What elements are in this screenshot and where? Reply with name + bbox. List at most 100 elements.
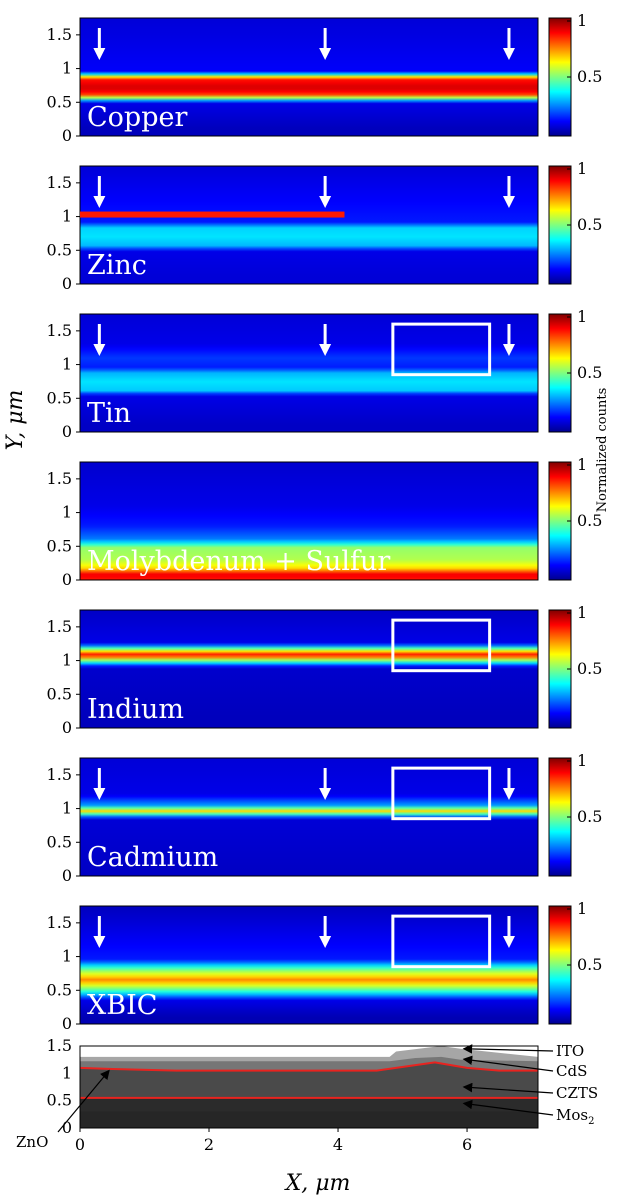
interface-line <box>79 1061 538 1072</box>
callout-arrow-zno <box>57 1069 110 1133</box>
colorbar-label-text: Normalized counts <box>595 388 610 513</box>
layer-frame-border <box>79 1045 539 1129</box>
y-tick-label: 0 <box>62 866 72 885</box>
y-tick-label: 1 <box>62 355 72 374</box>
callout-arrow <box>462 1044 554 1054</box>
map-panel-cadmium: 0 0.5 1 1.5 Cadmium 1 0.5 <box>47 751 603 885</box>
y-tick-label: 0 <box>62 1014 72 1033</box>
map-panel-zinc: 0 0.5 1 1.5 Zinc 1 0.5 <box>47 159 603 293</box>
down-arrow-icon <box>502 324 515 356</box>
layer-y-tick-label: 1 <box>62 1063 72 1082</box>
colorbar-label: Normalized counts <box>595 388 610 513</box>
region-box <box>391 914 492 969</box>
x-tick-label: 0 <box>75 1135 85 1154</box>
down-arrow-icon <box>502 28 515 60</box>
layer-diagram: 0 0.5 1 1.5 0 2 4 6 ITO CdS CZTS Mos2 ZnO <box>16 1036 598 1154</box>
region-box <box>391 618 492 673</box>
panels: 0 0.5 1 1.5 Copper 1 0.5 0 0.5 1 1.5 Zinc 1 0.5 0 0.5 1 1… <box>47 11 603 1033</box>
heatmap <box>79 461 539 581</box>
map-panel-xbic: 0 0.5 1 1.5 XBIC 1 0.5 <box>47 899 603 1033</box>
heatmap <box>79 313 539 433</box>
y-tick-label: 1.5 <box>47 173 72 192</box>
panel-label: Indium <box>87 694 184 725</box>
down-arrow-icon <box>319 916 332 948</box>
y-tick-label: 0.5 <box>47 388 72 407</box>
colorbar-tick-label: 0.5 <box>577 511 602 530</box>
heatmap <box>79 609 539 729</box>
down-arrow-icon <box>93 916 106 948</box>
region-box <box>391 322 492 377</box>
colorbar-tick-label: 0.5 <box>577 215 602 234</box>
y-tick-label: 0.5 <box>47 536 72 555</box>
down-arrow-icon <box>319 176 332 208</box>
x-tick-label: 2 <box>204 1135 214 1154</box>
y-tick-label: 1.5 <box>47 913 72 932</box>
layer-label-czts: CZTS <box>556 1084 598 1102</box>
down-arrow-icon <box>502 768 515 800</box>
down-arrow-icon <box>319 768 332 800</box>
y-tick-label: 0.5 <box>47 92 72 111</box>
y-tick-label: 1 <box>62 503 72 522</box>
y-tick-label: 0 <box>62 274 72 293</box>
panel-label: Copper <box>87 102 187 133</box>
y-tick-label: 1.5 <box>47 321 72 340</box>
y-tick-label: 1.5 <box>47 617 72 636</box>
y-tick-label: 1 <box>62 59 72 78</box>
panel-label: Cadmium <box>87 842 218 873</box>
heatmap <box>79 17 539 137</box>
y-tick-label: 0.5 <box>47 980 72 999</box>
down-arrow-icon <box>502 176 515 208</box>
y-tick-label: 1 <box>62 947 72 966</box>
x-tick-label: 4 <box>333 1135 343 1154</box>
down-arrow-icon <box>93 176 106 208</box>
y-tick-label: 1.5 <box>47 25 72 44</box>
heatmap <box>79 905 539 1025</box>
down-arrow-icon <box>93 28 106 60</box>
layer-zno <box>80 1111 538 1128</box>
panel-label: Tin <box>87 398 131 429</box>
callout-arrow <box>462 1082 554 1094</box>
layer-y-tick-label: 1.5 <box>47 1036 72 1055</box>
colorbar-tick-label: 1 <box>577 455 587 474</box>
colorbar-tick-label: 1 <box>577 603 587 622</box>
layer-label-zno: ZnO <box>16 1133 48 1151</box>
callout-arrow <box>462 1099 554 1116</box>
heatmap <box>79 165 539 285</box>
colorbar-tick-label: 0.5 <box>577 955 602 974</box>
y-tick-label: 0 <box>62 126 72 145</box>
colorbar-tick-label: 0.5 <box>577 659 602 678</box>
colorbar-tick-label: 0.5 <box>577 807 602 826</box>
y-tick-label: 0.5 <box>47 832 72 851</box>
y-tick-label: 1 <box>62 651 72 670</box>
down-arrow-icon <box>319 324 332 356</box>
heatmap <box>79 757 539 877</box>
y-tick-label: 0.5 <box>47 240 72 259</box>
x-axis-label: X, μm <box>284 1171 351 1196</box>
y-axis-label-text: Y, μm <box>3 390 28 451</box>
map-panel-tin: 0 0.5 1 1.5 Tin 1 0.5 <box>47 307 603 441</box>
map-panel-copper: 0 0.5 1 1.5 Copper 1 0.5 <box>47 11 603 145</box>
map-panel-indium: 0 0.5 1 1.5 Indium 1 0.5 <box>47 603 603 737</box>
y-tick-label: 1.5 <box>47 765 72 784</box>
y-tick-label: 0 <box>62 718 72 737</box>
down-arrow-icon <box>319 28 332 60</box>
panel-label: XBIC <box>87 990 157 1021</box>
layer-label-ito: ITO <box>556 1042 584 1060</box>
y-tick-label: 0.5 <box>47 684 72 703</box>
y-tick-label: 0 <box>62 422 72 441</box>
region-box <box>391 766 492 821</box>
colorbar-tick-label: 1 <box>577 11 587 30</box>
y-tick-label: 1 <box>62 207 72 226</box>
callout-arrow <box>462 1055 554 1072</box>
colorbar-tick-label: 0.5 <box>577 67 602 86</box>
colorbar-tick-label: 1 <box>577 159 587 178</box>
panel-label: Zinc <box>87 250 147 281</box>
colorbar-tick-label: 1 <box>577 751 587 770</box>
layer-y-tick-label: 0.5 <box>47 1091 72 1110</box>
colorbar-tick-label: 0.5 <box>577 363 602 382</box>
y-tick-label: 0 <box>62 570 72 589</box>
y-axis-label: Y, μm <box>3 390 28 451</box>
colorbar-tick-label: 1 <box>577 899 587 918</box>
heatmap-band <box>80 211 345 218</box>
